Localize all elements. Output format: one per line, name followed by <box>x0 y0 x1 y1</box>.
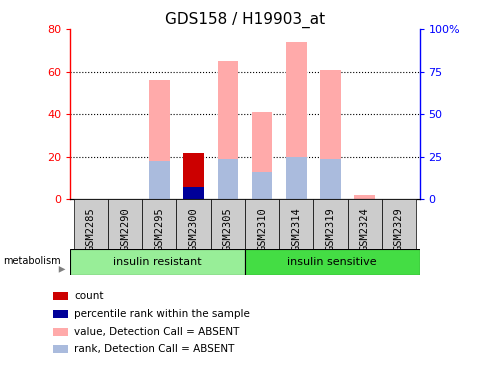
Text: GSM2329: GSM2329 <box>393 207 403 251</box>
Bar <box>381 199 415 249</box>
Text: GSM2305: GSM2305 <box>222 207 232 251</box>
Text: GSM2319: GSM2319 <box>325 207 335 251</box>
Bar <box>53 328 68 336</box>
Text: GSM2285: GSM2285 <box>86 207 96 251</box>
Bar <box>176 199 210 249</box>
Bar <box>149 80 169 199</box>
Text: GSM2290: GSM2290 <box>120 207 130 251</box>
Text: GSM2300: GSM2300 <box>188 207 198 251</box>
Bar <box>183 187 203 199</box>
Bar <box>251 172 272 199</box>
Bar <box>244 249 419 274</box>
Bar <box>70 249 244 274</box>
Bar <box>244 199 279 249</box>
Bar <box>149 161 169 199</box>
Bar <box>319 70 340 199</box>
Bar <box>279 199 313 249</box>
Bar <box>53 310 68 318</box>
Bar <box>354 195 374 199</box>
Text: insulin resistant: insulin resistant <box>113 257 201 267</box>
Text: insulin sensitive: insulin sensitive <box>287 257 376 267</box>
Bar <box>142 199 176 249</box>
Bar <box>251 112 272 199</box>
Bar <box>286 42 306 199</box>
Text: value, Detection Call = ABSENT: value, Detection Call = ABSENT <box>74 327 239 337</box>
Bar <box>53 346 68 354</box>
Text: percentile rank within the sample: percentile rank within the sample <box>74 309 249 319</box>
Title: GDS158 / H19903_at: GDS158 / H19903_at <box>165 12 324 28</box>
Bar <box>217 159 238 199</box>
Text: GSM2295: GSM2295 <box>154 207 164 251</box>
Text: GSM2324: GSM2324 <box>359 207 369 251</box>
Text: GSM2314: GSM2314 <box>291 207 301 251</box>
Bar <box>108 199 142 249</box>
Text: count: count <box>74 291 104 301</box>
Text: metabolism: metabolism <box>3 255 61 266</box>
Text: rank, Detection Call = ABSENT: rank, Detection Call = ABSENT <box>74 344 234 354</box>
Bar <box>319 159 340 199</box>
Bar <box>183 153 203 199</box>
Bar <box>217 61 238 199</box>
Bar <box>53 292 68 300</box>
Bar <box>74 199 108 249</box>
Bar <box>210 199 244 249</box>
Text: GSM2310: GSM2310 <box>257 207 267 251</box>
Bar <box>286 157 306 199</box>
Bar <box>347 199 381 249</box>
Bar <box>313 199 347 249</box>
